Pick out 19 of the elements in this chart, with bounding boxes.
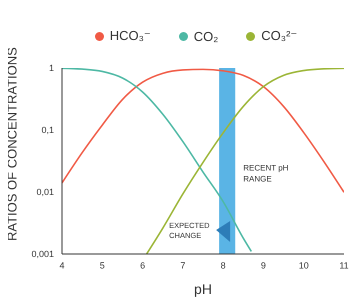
band-label: RECENT pH RANGE: [243, 163, 289, 184]
line-series: [146, 68, 344, 254]
legend-label: CO₂: [194, 28, 218, 44]
legend-label: CO₃²⁻: [261, 28, 298, 44]
legend-label: HCO₃⁻: [110, 28, 151, 44]
y-tick-label: 0,001: [31, 249, 54, 260]
x-tick-label: 10: [298, 260, 309, 270]
y-tick-label: 0,01: [36, 187, 54, 198]
x-tick-label: 6: [140, 260, 146, 270]
line-series: [62, 68, 344, 194]
y-tick-label: 0,1: [41, 125, 54, 136]
y-tick-label: 1: [48, 63, 54, 74]
x-tick-label: 11: [339, 260, 349, 270]
x-tick-label: 5: [100, 260, 105, 270]
x-tick-label: 9: [260, 260, 266, 270]
x-axis-title: pH: [194, 281, 212, 297]
x-tick-label: 7: [180, 260, 186, 270]
x-tick-label: 4: [59, 260, 65, 270]
x-tick-label: 8: [220, 260, 226, 270]
